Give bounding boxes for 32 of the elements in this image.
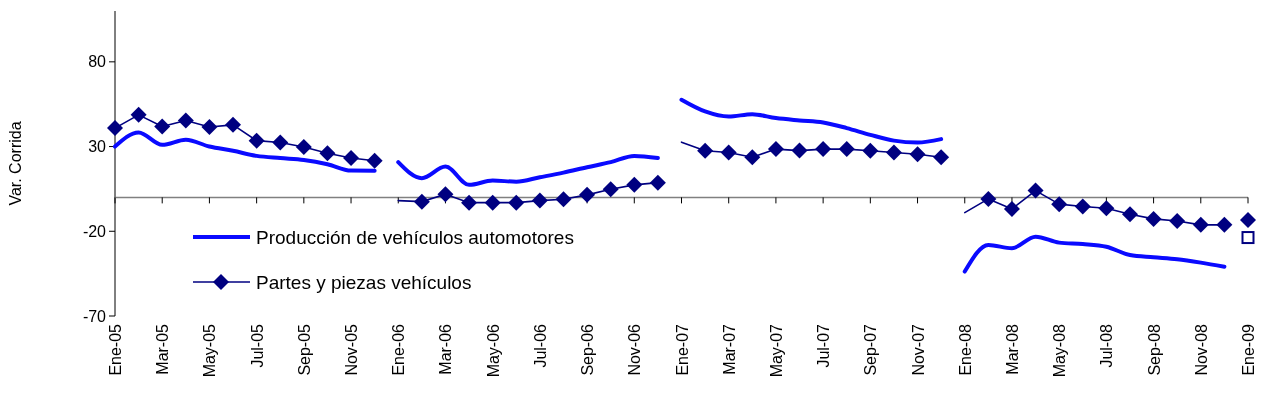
x-tick-label: Ene-07 bbox=[673, 323, 691, 376]
x-tick-label: Ene-06 bbox=[390, 323, 408, 376]
x-tick-label: May-07 bbox=[767, 323, 785, 378]
x-tick-label: Sep-05 bbox=[295, 323, 313, 376]
x-tick-label: Mar-05 bbox=[154, 323, 172, 375]
x-tick-label: Jul-06 bbox=[531, 323, 549, 368]
x-tick-label: Ene-08 bbox=[956, 323, 974, 376]
x-tick-label: Sep-06 bbox=[579, 323, 597, 376]
y-tick-label: 30 bbox=[88, 138, 107, 156]
y-tick-label: -70 bbox=[82, 307, 107, 325]
x-tick-label: Mar-08 bbox=[1003, 323, 1021, 375]
x-tick-label: Sep-07 bbox=[862, 323, 880, 376]
y-tick-label: 80 bbox=[88, 53, 107, 71]
x-tick-label: Jul-08 bbox=[1098, 323, 1116, 368]
x-tick-label: May-08 bbox=[1051, 323, 1069, 378]
y-tick-label: -20 bbox=[82, 222, 107, 240]
x-tick-label: Jul-05 bbox=[248, 323, 266, 368]
x-tick-label: Ene-05 bbox=[107, 323, 124, 376]
y-axis-title: Var. Corrida bbox=[7, 121, 24, 206]
x-tick-label: Ene-09 bbox=[1240, 323, 1257, 376]
x-tick-label: Nov-08 bbox=[1192, 323, 1210, 376]
x-tick-label: Nov-07 bbox=[909, 323, 927, 376]
x-tick-label: Nov-05 bbox=[343, 323, 361, 376]
x-tick-label: Mar-07 bbox=[720, 323, 738, 375]
legend-label: Partes y piezas vehículos bbox=[256, 271, 472, 293]
x-tick-label: Nov-06 bbox=[626, 323, 644, 376]
x-tick-label: May-05 bbox=[201, 323, 219, 378]
x-tick-label: Mar-06 bbox=[437, 323, 455, 375]
legend-label: Producción de vehículos automotores bbox=[256, 226, 574, 248]
x-tick-label: Sep-08 bbox=[1145, 323, 1163, 376]
x-tick-label: Jul-07 bbox=[815, 323, 833, 368]
x-tick-label: May-06 bbox=[484, 323, 502, 378]
